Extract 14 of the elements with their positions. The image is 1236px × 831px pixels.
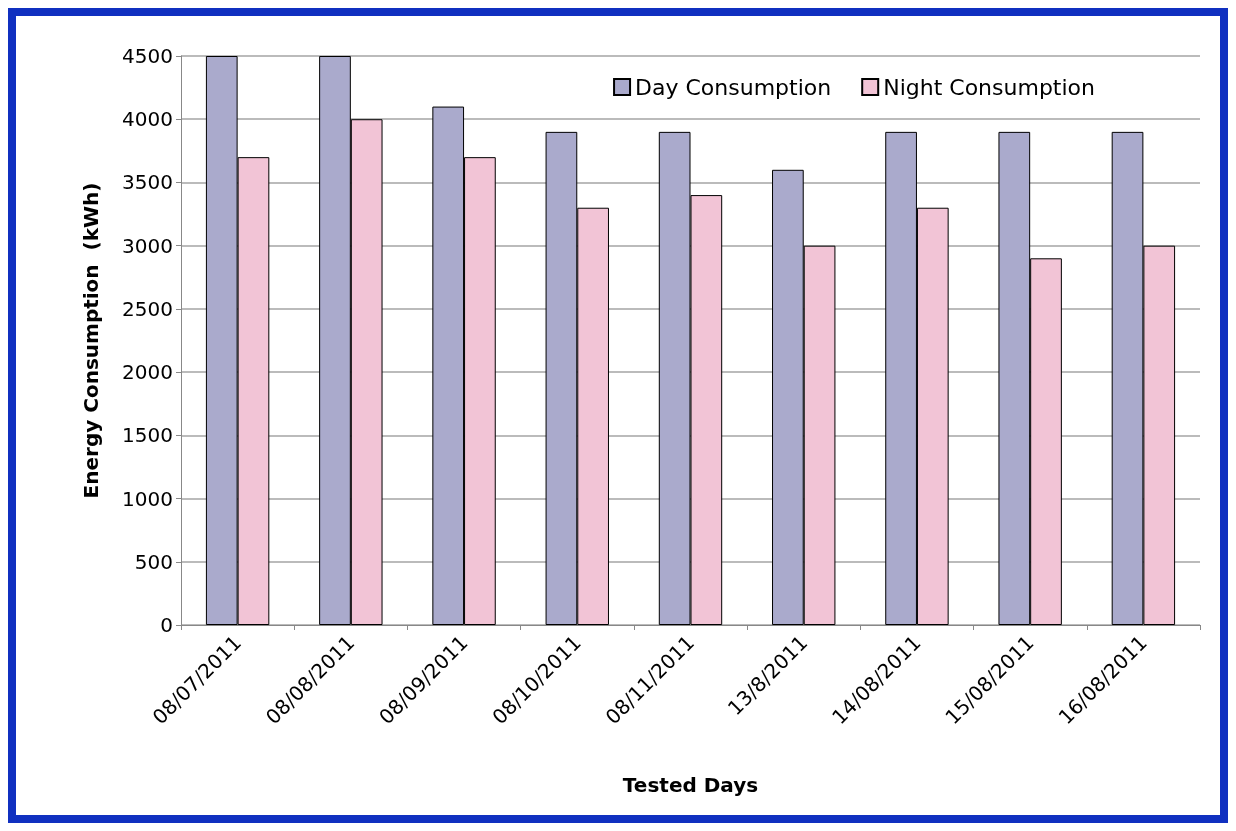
y-tick-label: 500 [134, 549, 173, 574]
x-axis-title: Tested Days [622, 773, 759, 797]
y-tick-label: 3500 [122, 170, 173, 195]
y-tick-label: 1000 [122, 486, 173, 511]
y-tick-label: 4500 [122, 44, 173, 68]
legend-label: Night Consumption [883, 74, 1096, 100]
y-tick-label: 3000 [122, 233, 173, 258]
y-tick-label: 2500 [122, 296, 173, 321]
y-axis-title: Energy Consumption (kWh) [79, 182, 103, 499]
legend-label: Day Consumption [635, 74, 832, 100]
y-tick-label: 0 [160, 613, 173, 637]
y-tick-label: 1500 [122, 423, 173, 448]
y-tick-label: 2000 [122, 360, 173, 385]
y-tick-label: 4000 [122, 107, 173, 132]
